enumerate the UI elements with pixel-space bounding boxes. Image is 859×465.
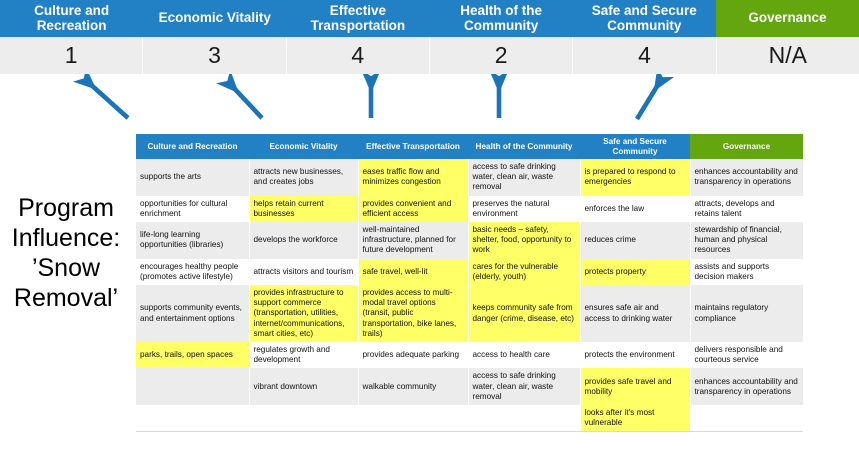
- matrix-cell: opportunities for cultural enrichment: [136, 195, 250, 223]
- matrix-cell-highlighted: keeps community safe from danger (crime,…: [468, 285, 581, 343]
- matrix-cell: enforces the law: [580, 195, 691, 223]
- matrix-column-header-culture-and-recreation: Culture and Recreation: [136, 134, 249, 159]
- matrix-cell: [136, 368, 250, 406]
- matrix-cell: preserves the natural environment: [468, 195, 581, 223]
- matrix-cell-highlighted: helps retain current businesses: [249, 195, 359, 223]
- scorecard-value-row: 1 3 4 2 4 N/A: [0, 37, 859, 74]
- matrix-table-row: encourages healthy people (promotes acti…: [136, 258, 803, 286]
- matrix-cell: access to safe drinking water, clean air…: [468, 159, 581, 196]
- scorecard-score-culture-and-recreation: 1: [0, 37, 144, 74]
- caption-line-3: ’Snow: [31, 254, 101, 282]
- matrix-cell: ensures safe air and access to drinking …: [580, 285, 691, 343]
- scorecard-score-effective-transportation: 4: [286, 37, 430, 74]
- caption-line-2: Influence:: [11, 224, 121, 252]
- matrix-cell: life-long learning opportunities (librar…: [136, 222, 250, 259]
- matrix-cell: [690, 405, 803, 433]
- program-influence-caption: Program Influence: ’Snow Removal’: [4, 193, 128, 313]
- caption-line-1: Program: [18, 194, 114, 222]
- scorecard-banner: Culture and Recreation Economic Vitality E…: [0, 0, 859, 74]
- scorecard-header-culture-and-recreation: Culture and Recreation: [0, 0, 144, 37]
- matrix-cell: provides adequate parking: [358, 342, 469, 369]
- matrix-cell: access to health care: [468, 342, 581, 369]
- matrix-cell: vibrant downtown: [249, 368, 359, 406]
- arrow-economic-vitality: [216, 69, 264, 120]
- matrix-cell: develops the workforce: [249, 222, 359, 259]
- matrix-header-row: Culture and Recreation Economic Vitality E…: [136, 134, 803, 159]
- matrix-cell: [468, 405, 581, 433]
- matrix-cell-highlighted: provides access to multi-modal travel op…: [358, 285, 469, 343]
- matrix-column-header-health-of-the-community: Health of the Community: [468, 134, 580, 159]
- matrix-cell: attracts, develops and retains talent: [690, 195, 803, 223]
- matrix-cell-highlighted: provides convenient and efficient access: [358, 195, 469, 223]
- matrix-cell-highlighted: parks, trails, open spaces: [136, 342, 250, 369]
- matrix-cell: assists and supports decision makers: [690, 258, 803, 286]
- matrix-column-header-effective-transportation: Effective Transportation: [358, 134, 468, 159]
- matrix-cell-highlighted: looks after it’s most vulnerable: [580, 405, 691, 433]
- matrix-cell: enhances accountability and transparency…: [690, 368, 803, 406]
- scorecard-header-row: Culture and Recreation Economic Vitality E…: [0, 0, 859, 37]
- matrix-cell: protects the environment: [580, 342, 691, 369]
- matrix-cell: [136, 405, 250, 433]
- matrix-cell: attracts visitors and tourism: [249, 258, 359, 286]
- matrix-table-row: supports the arts attracts new businesses…: [136, 159, 803, 196]
- scorecard-score-safe-and-secure-community: 4: [573, 37, 717, 74]
- matrix-table-row: life-long learning opportunities (librar…: [136, 222, 803, 259]
- matrix-table-body: supports the arts attracts new businesses…: [136, 159, 803, 433]
- matrix-cell: well-maintained infrastructure, planned …: [358, 222, 469, 259]
- scorecard-header-governance: Governance: [715, 0, 859, 37]
- matrix-table-head: Culture and Recreation Economic Vitality E…: [136, 134, 803, 159]
- arrow-layer: [0, 66, 859, 136]
- matrix-table-row: parks, trails, open spaces regulates grow…: [136, 342, 803, 369]
- scorecard-score-governance: N/A: [716, 37, 859, 74]
- matrix-table-row: vibrant downtown walkable community access…: [136, 368, 803, 406]
- matrix-cell: delivers responsible and courteous servi…: [690, 342, 803, 369]
- matrix-cell: reduces crime: [580, 222, 691, 259]
- matrix-column-header-economic-vitality: Economic Vitality: [249, 134, 358, 159]
- matrix-table-row: supports community events, and entertain…: [136, 285, 803, 343]
- matrix-cell-highlighted: provides safe travel and mobility: [580, 368, 691, 406]
- matrix-cell-highlighted: basic needs – safety, shelter, food, opp…: [468, 222, 581, 259]
- matrix-cell: regulates growth and development: [249, 342, 359, 369]
- connector-arrows-svg: [72, 66, 674, 121]
- matrix-cell: [249, 405, 359, 433]
- caption-line-4: Removal’: [13, 284, 119, 312]
- matrix-cell: [358, 405, 469, 433]
- arrow-safe-and-secure-community: [635, 66, 674, 121]
- matrix-column-header-governance: Governance: [690, 134, 803, 159]
- scorecard-score-economic-vitality: 3: [143, 37, 287, 74]
- outcomes-matrix-table: Culture and Recreation Economic Vitality E…: [136, 134, 803, 433]
- matrix-cell: supports community events, and entertain…: [136, 285, 250, 343]
- matrix-cell: maintains regulatory compliance: [690, 285, 803, 343]
- matrix-cell-highlighted: cares for the vulnerable (elderly, youth…: [468, 258, 581, 286]
- matrix-cell: walkable community: [358, 368, 469, 406]
- scorecard-header-health-of-the-community: Health of the Community: [429, 0, 573, 37]
- matrix-cell: enhances accountability and transparency…: [690, 159, 803, 196]
- matrix-cell-highlighted: protects property: [580, 258, 691, 286]
- matrix-cell: encourages healthy people (promotes acti…: [136, 258, 250, 286]
- matrix-cell-highlighted: safe travel, well-lit: [358, 258, 469, 286]
- matrix-cell: attracts new businesses, and creates job…: [249, 159, 359, 196]
- matrix-cell-highlighted: is prepared to respond to emergencies: [580, 159, 691, 196]
- scorecard-score-health-of-the-community: 2: [429, 37, 574, 74]
- matrix-cell-highlighted: provides infrastructure to support comme…: [249, 285, 359, 343]
- matrix-cell: stewardship of financial, human and phys…: [690, 222, 803, 259]
- arrow-culture-and-recreation: [72, 67, 130, 120]
- scorecard-header-safe-and-secure-community: Safe and Secure Community: [572, 0, 716, 37]
- matrix-cell: access to safe drinking water, clean air…: [468, 368, 581, 406]
- matrix-table-row: looks after it’s most vulnerable: [136, 405, 803, 433]
- matrix-cell: supports the arts: [136, 159, 250, 196]
- scorecard-header-effective-transportation: Effective Transportation: [286, 0, 430, 37]
- matrix-table-row: opportunities for cultural enrichment hel…: [136, 195, 803, 223]
- scorecard-header-economic-vitality: Economic Vitality: [143, 0, 287, 37]
- matrix-cell-highlighted: eases traffic flow and minimizes congest…: [358, 159, 469, 196]
- matrix-column-header-safe-and-secure-community: Safe and Secure Community: [580, 134, 690, 159]
